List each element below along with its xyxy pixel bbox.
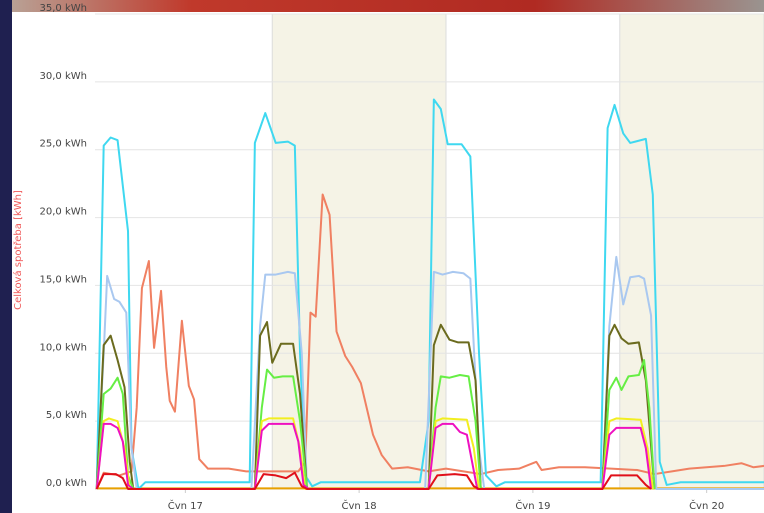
y-tick-label: 10,0 kWh xyxy=(40,342,87,353)
x-tick-label: Čvn 20 xyxy=(689,499,724,512)
y-tick-label: 30,0 kWh xyxy=(40,71,87,82)
x-tick-label: Čvn 17 xyxy=(168,499,203,512)
y-axis-title: Celková spotřeba [kWh] xyxy=(12,190,24,310)
plot-area: 0,0 kWh 5,0 kWh 10,0 kWh 15,0 kWh 20,0 kWh 25… xyxy=(40,3,764,512)
page: {"chart_data": {"type": "line", "y_label… xyxy=(0,0,764,513)
chart: 0,0 kWh 5,0 kWh 10,0 kWh 15,0 kWh 20,0 kWh 25… xyxy=(0,0,764,513)
x-tick-label: Čvn 19 xyxy=(515,499,550,512)
y-tick-label: 15,0 kWh xyxy=(40,274,87,285)
x-tick-label: Čvn 18 xyxy=(342,499,377,512)
y-tick-label: 25,0 kWh xyxy=(40,139,87,150)
header-photo xyxy=(0,0,764,12)
y-tick-label: 0,0 kWh xyxy=(46,478,87,489)
side-strip xyxy=(0,0,12,513)
y-tick-label: 5,0 kWh xyxy=(46,410,87,421)
plot-band xyxy=(620,14,764,489)
y-tick-label: 20,0 kWh xyxy=(40,207,87,218)
y-tick-label: 35,0 kWh xyxy=(40,3,87,14)
